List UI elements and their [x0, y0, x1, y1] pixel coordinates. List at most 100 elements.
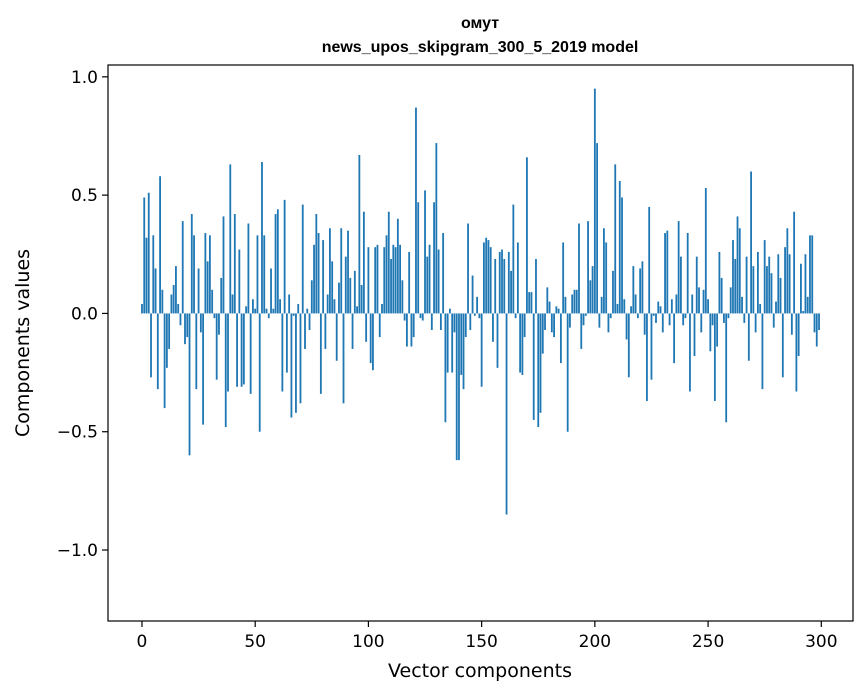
bar: [573, 289, 576, 314]
bar: [317, 232, 320, 314]
bar: [603, 228, 605, 314]
bar: [666, 230, 669, 314]
y-tick-label: 0.0: [71, 304, 98, 324]
bar: [478, 313, 481, 319]
bar: [559, 313, 562, 364]
bar: [754, 313, 757, 333]
bar: [412, 313, 415, 338]
bar: [193, 235, 195, 314]
bar: [569, 313, 571, 328]
bar: [618, 180, 621, 314]
bar: [224, 313, 227, 427]
bar: [385, 235, 388, 314]
bar: [258, 313, 261, 432]
bar: [270, 268, 272, 314]
bar: [804, 254, 807, 314]
bar: [329, 228, 331, 314]
bar: [655, 313, 657, 323]
bar: [695, 256, 698, 314]
bar: [593, 88, 596, 314]
bar: [347, 230, 349, 314]
bar: [580, 313, 583, 349]
bar: [614, 164, 617, 314]
bar: [462, 313, 465, 390]
bar: [587, 221, 589, 314]
bar: [670, 299, 673, 314]
bar: [222, 216, 225, 314]
bar: [815, 313, 818, 347]
y-axis-label: Components values: [12, 249, 34, 437]
bar: [806, 296, 809, 314]
bar: [661, 313, 664, 333]
bar: [360, 285, 363, 314]
bar: [535, 259, 537, 314]
bar: [267, 313, 270, 319]
bar: [711, 313, 714, 326]
bars-group: [141, 88, 820, 515]
bar: [394, 247, 397, 314]
bar: [165, 313, 168, 368]
bar: [777, 254, 780, 314]
bar: [372, 313, 374, 371]
bar: [718, 251, 721, 314]
x-axis-ticks: 0 50 100 150 200 250 300: [137, 621, 838, 652]
bar: [403, 313, 406, 321]
bar: [680, 256, 682, 314]
bar: [507, 251, 510, 314]
bar: [623, 299, 626, 314]
bar: [788, 254, 791, 314]
bar: [310, 280, 313, 314]
bar: [523, 313, 526, 338]
bar: [213, 313, 216, 319]
bar: [338, 282, 340, 314]
bar: [376, 244, 379, 314]
bar: [408, 251, 411, 314]
bar: [781, 313, 784, 378]
bar: [725, 313, 728, 423]
bar: [664, 232, 666, 314]
bar: [276, 209, 279, 314]
bar: [766, 266, 768, 314]
bar: [539, 313, 542, 413]
bar: [154, 268, 157, 314]
bar: [605, 242, 608, 314]
bar: [698, 287, 700, 314]
bar: [790, 313, 793, 335]
bar: [168, 313, 171, 349]
bar: [252, 299, 254, 314]
bar: [564, 296, 567, 314]
bar: [399, 244, 402, 314]
bar: [750, 171, 752, 314]
bar: [471, 275, 474, 314]
bar: [473, 313, 476, 316]
bar: [818, 313, 820, 330]
x-tick-label: 0: [137, 632, 148, 652]
bar: [367, 247, 370, 314]
bar: [340, 228, 343, 314]
bar: [297, 303, 300, 314]
bar: [589, 280, 592, 314]
bar: [322, 240, 325, 314]
bar: [186, 313, 189, 338]
bar: [480, 313, 483, 387]
bar: [632, 266, 635, 314]
x-tick-label: 50: [244, 632, 266, 652]
bar: [650, 313, 653, 380]
bar: [734, 259, 737, 314]
bar: [313, 244, 315, 314]
bar: [288, 294, 291, 314]
bar: [156, 313, 159, 390]
bar: [396, 218, 399, 314]
bar: [150, 313, 152, 378]
bar: [811, 235, 814, 314]
bar: [215, 313, 218, 380]
bar: [261, 162, 263, 314]
bar: [333, 299, 336, 314]
bar: [716, 313, 719, 347]
bar: [365, 313, 368, 342]
bar: [362, 211, 365, 314]
bar: [713, 313, 716, 401]
bar: [652, 313, 655, 316]
bar: [526, 157, 528, 314]
bar: [494, 259, 497, 314]
